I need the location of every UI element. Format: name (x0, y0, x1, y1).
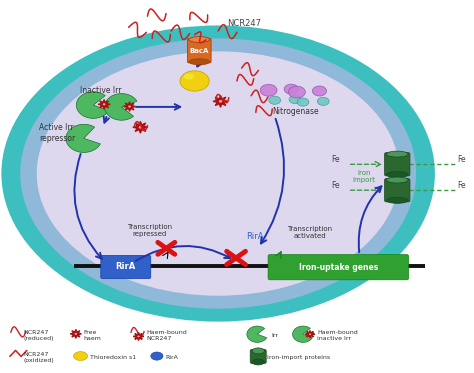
Text: Iron-import proteins: Iron-import proteins (267, 355, 330, 360)
Ellipse shape (151, 352, 163, 360)
Ellipse shape (20, 38, 416, 309)
Circle shape (309, 333, 311, 335)
Text: Thioredoxin s1: Thioredoxin s1 (90, 355, 136, 360)
Wedge shape (66, 124, 100, 153)
Ellipse shape (189, 37, 210, 43)
Text: RirA: RirA (165, 355, 178, 360)
Circle shape (137, 336, 140, 337)
Wedge shape (247, 326, 267, 342)
Ellipse shape (269, 96, 281, 104)
Text: Fe: Fe (457, 181, 466, 190)
Text: Transcription
activated: Transcription activated (287, 226, 333, 239)
Text: RirA: RirA (116, 262, 136, 271)
Ellipse shape (36, 51, 400, 296)
FancyBboxPatch shape (268, 255, 409, 280)
Ellipse shape (184, 73, 194, 79)
Circle shape (74, 333, 77, 335)
Polygon shape (133, 121, 148, 133)
Polygon shape (305, 330, 315, 338)
Text: Fe: Fe (457, 156, 466, 164)
Text: Haem-bound
NCR247: Haem-bound NCR247 (146, 330, 187, 341)
Ellipse shape (284, 84, 298, 94)
Text: NCR247
(reduced): NCR247 (reduced) (23, 330, 54, 341)
Circle shape (139, 126, 142, 129)
FancyBboxPatch shape (388, 172, 407, 182)
Ellipse shape (1, 25, 435, 322)
Text: Active Irr
repressor: Active Irr repressor (39, 123, 75, 142)
Ellipse shape (312, 86, 327, 96)
Text: NCR247: NCR247 (228, 19, 262, 28)
FancyBboxPatch shape (101, 256, 151, 279)
FancyBboxPatch shape (384, 153, 410, 176)
Text: BacA: BacA (190, 48, 209, 54)
Polygon shape (213, 95, 228, 107)
Ellipse shape (386, 197, 408, 203)
Polygon shape (98, 100, 110, 109)
Text: Fe: Fe (331, 156, 340, 164)
Ellipse shape (318, 97, 329, 106)
Circle shape (128, 106, 131, 107)
Ellipse shape (189, 59, 210, 65)
Ellipse shape (252, 348, 264, 354)
Polygon shape (70, 329, 82, 338)
Text: NCR247
(oxidized): NCR247 (oxidized) (23, 352, 54, 363)
FancyBboxPatch shape (188, 38, 211, 63)
Text: Free
haem: Free haem (84, 330, 102, 341)
Ellipse shape (73, 352, 88, 360)
Text: Iron-uptake genes: Iron-uptake genes (299, 263, 378, 272)
Text: Haem-bound
inactive Irr: Haem-bound inactive Irr (317, 330, 358, 341)
Ellipse shape (386, 151, 408, 157)
Wedge shape (76, 92, 109, 118)
Polygon shape (123, 102, 136, 112)
Wedge shape (292, 326, 312, 342)
Ellipse shape (386, 177, 408, 183)
Ellipse shape (260, 84, 277, 96)
Wedge shape (105, 94, 137, 120)
Text: Irr: Irr (271, 333, 278, 338)
Text: RirA: RirA (246, 232, 264, 241)
Text: Transcription
repressed: Transcription repressed (127, 224, 173, 237)
Ellipse shape (288, 86, 305, 98)
FancyBboxPatch shape (384, 179, 410, 202)
Text: Nitrogenase: Nitrogenase (273, 107, 319, 116)
Circle shape (219, 100, 222, 103)
Ellipse shape (252, 359, 264, 365)
Ellipse shape (180, 71, 209, 91)
Polygon shape (133, 332, 144, 341)
Text: Inactive Irr: Inactive Irr (80, 86, 122, 95)
Text: Iron
import: Iron import (353, 170, 376, 183)
Ellipse shape (386, 172, 408, 178)
Ellipse shape (289, 95, 301, 104)
Circle shape (103, 103, 105, 105)
Ellipse shape (297, 98, 309, 106)
FancyBboxPatch shape (250, 350, 266, 363)
Text: Fe: Fe (331, 181, 340, 190)
